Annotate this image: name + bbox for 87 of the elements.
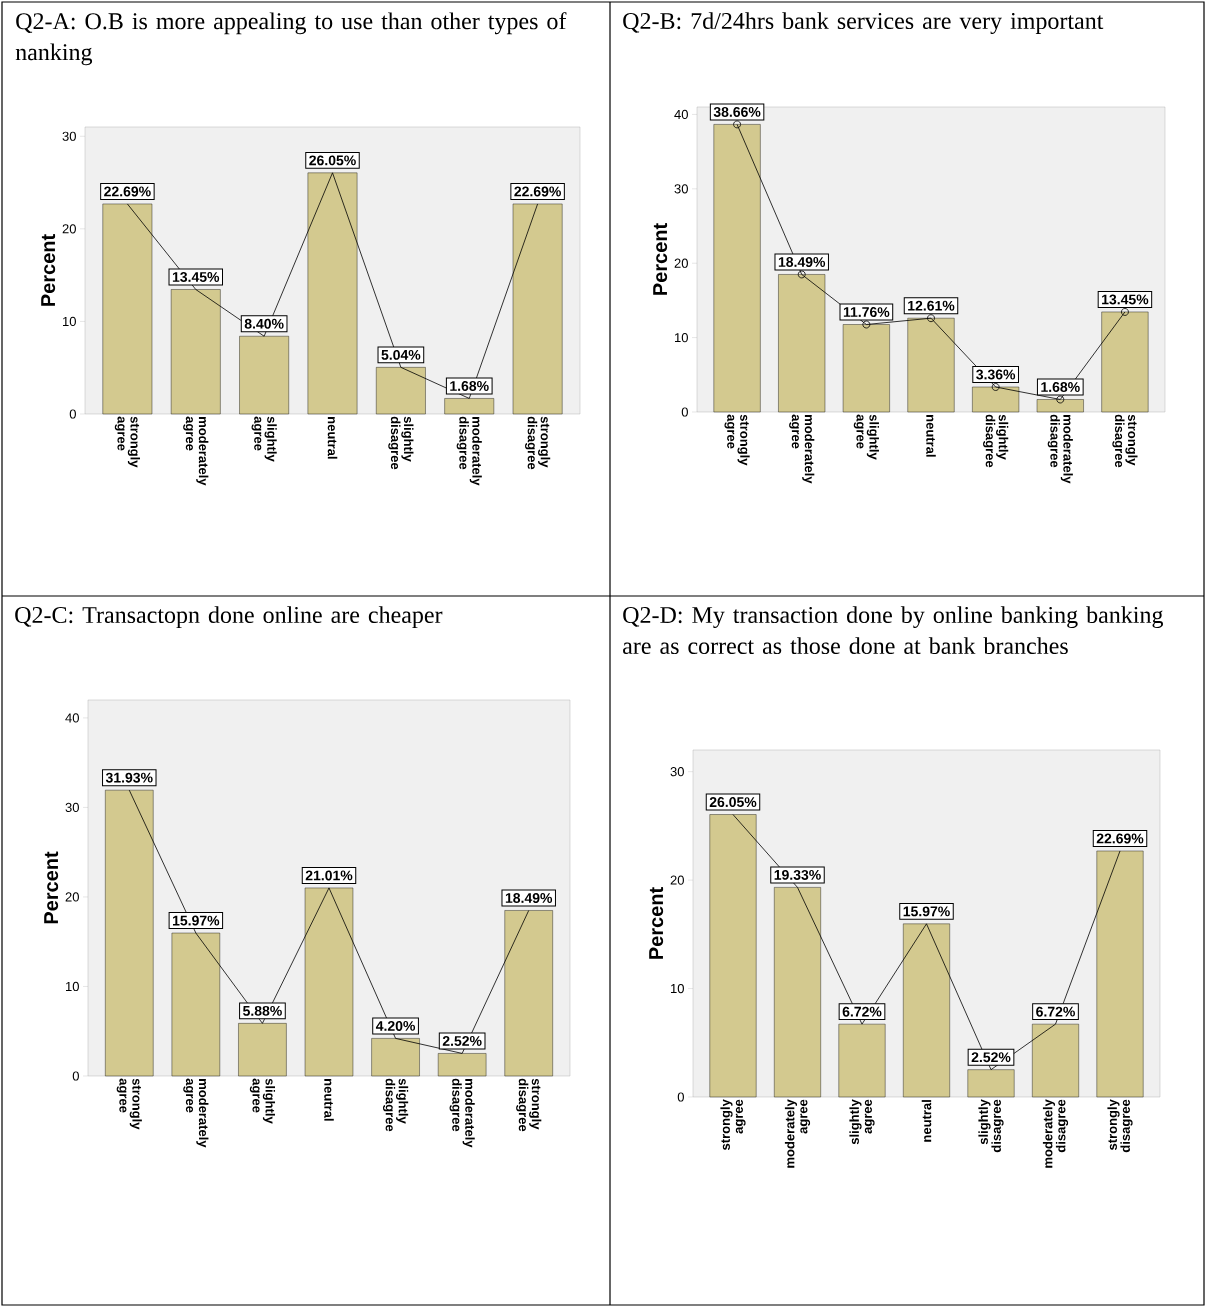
y-axis-title: Percent — [44, 851, 59, 924]
y-tick-label: 10 — [675, 333, 688, 343]
y-tick-label: 0 — [677, 1092, 684, 1102]
data-label: 8.40% — [244, 318, 284, 329]
point — [1121, 308, 1129, 316]
x-tick-label: strongly disagree — [1112, 414, 1138, 468]
x-tick-label: moderately agree — [183, 416, 209, 486]
x-tick-label: slightly disagree — [978, 1099, 1004, 1153]
y-axis-title: Percent — [41, 234, 56, 306]
data-label: 2.52% — [971, 1052, 1011, 1063]
x-tick-label: strongly agree — [720, 1099, 746, 1151]
point — [927, 314, 935, 323]
x-tick-label: strongly agree — [114, 416, 140, 468]
data-label: 2.52% — [442, 1036, 482, 1046]
data-label: 38.66% — [713, 106, 761, 117]
x-tick-label: slightly disagree — [983, 414, 1009, 468]
y-axis-title: Percent — [649, 887, 664, 959]
y-tick-label: 0 — [72, 1071, 79, 1081]
x-tick-label: strongly agree — [116, 1078, 142, 1130]
x-tick-label: slightly disagree — [382, 1078, 409, 1132]
y-tick-label: 30 — [62, 131, 76, 141]
data-label: 5.88% — [243, 1005, 282, 1016]
y-tick-label: 10 — [62, 316, 76, 327]
x-tick-label: neutral — [327, 417, 338, 459]
data-label: 18.49% — [505, 893, 553, 903]
x-tick-label: moderately agree — [784, 1099, 811, 1168]
data-label: 15.97% — [903, 906, 950, 917]
x-tick-label: strongly disagree — [525, 416, 551, 470]
data-label: 19.33% — [774, 869, 821, 880]
y-tick-label: 20 — [65, 892, 79, 902]
data-label: 13.45% — [1102, 294, 1149, 305]
point — [797, 270, 806, 279]
data-label: 1.68% — [450, 381, 489, 391]
data-label: 13.45% — [172, 272, 220, 282]
y-tick-label: 20 — [670, 875, 684, 885]
data-label: 5.04% — [381, 349, 421, 360]
chart-title: Q2-A: O.B is more appealing to use than other types of nanking — [15, 12, 567, 66]
x-tick-label: slightly agree — [849, 1099, 875, 1145]
point — [991, 383, 1000, 391]
y-tick-label: 40 — [674, 109, 688, 120]
y-tick-label: 10 — [66, 981, 79, 992]
x-tick-label: moderately disagree — [456, 416, 482, 486]
chart-title: Q2-C: Transactopn done online are cheaper — [15, 606, 443, 628]
data-label: 6.72% — [842, 1006, 882, 1017]
y-tick-label: 0 — [69, 409, 76, 419]
data-label: 15.97% — [172, 915, 220, 926]
data-label: 31.93% — [105, 772, 153, 783]
y-tick-label: 30 — [65, 802, 79, 813]
data-label: 4.20% — [375, 1020, 416, 1031]
y-axis-title: Percent — [653, 223, 668, 295]
x-tick-label: strongly disagree — [516, 1078, 542, 1132]
x-tick-label: neutral — [324, 1079, 334, 1121]
y-tick-label: 30 — [674, 184, 688, 194]
x-tick-label: neutral — [921, 1100, 932, 1142]
x-tick-label: moderately disagree — [1047, 414, 1073, 484]
x-tick-label: strongly agree — [724, 414, 750, 466]
data-label: 3.36% — [976, 369, 1016, 380]
data-label: 26.05% — [309, 155, 356, 166]
y-tick-label: 10 — [671, 983, 684, 994]
data-label: 22.69% — [514, 186, 561, 197]
data-label: 22.69% — [104, 186, 151, 197]
data-label: 18.49% — [778, 257, 826, 267]
x-tick-label: neutral — [926, 415, 936, 457]
point — [862, 320, 871, 329]
y-tick-label: 20 — [62, 224, 76, 234]
x-tick-label: slightly agree — [251, 416, 277, 462]
y-tick-label: 20 — [674, 258, 688, 268]
data-label: 1.68% — [1041, 382, 1080, 392]
x-tick-label: moderately disagree — [449, 1078, 475, 1148]
point — [733, 120, 741, 129]
x-tick-label: moderately agree — [183, 1078, 209, 1148]
data-label: 26.05% — [709, 797, 757, 808]
y-tick-label: 30 — [670, 767, 684, 777]
x-tick-label: slightly disagree — [388, 416, 414, 470]
data-label: 6.72% — [1036, 1006, 1075, 1017]
x-tick-label: moderately agree — [789, 414, 815, 484]
data-label: 12.61% — [908, 300, 955, 311]
x-tick-label: slightly agree — [853, 414, 879, 460]
data-label: 22.69% — [1096, 833, 1144, 844]
data-label: 21.01% — [305, 870, 353, 881]
point — [1056, 395, 1065, 404]
chart-title: Q2-D: My transaction done by online banking banking are as correct as those done at bank branches — [623, 606, 1164, 655]
y-tick-label: 40 — [65, 713, 79, 723]
data-label: 11.76% — [843, 307, 890, 318]
x-tick-label: slightly agree — [249, 1078, 276, 1124]
chart-title: Q2-B: 7d/24hrs bank services are very important — [623, 12, 1104, 35]
y-tick-label: 0 — [681, 407, 688, 417]
